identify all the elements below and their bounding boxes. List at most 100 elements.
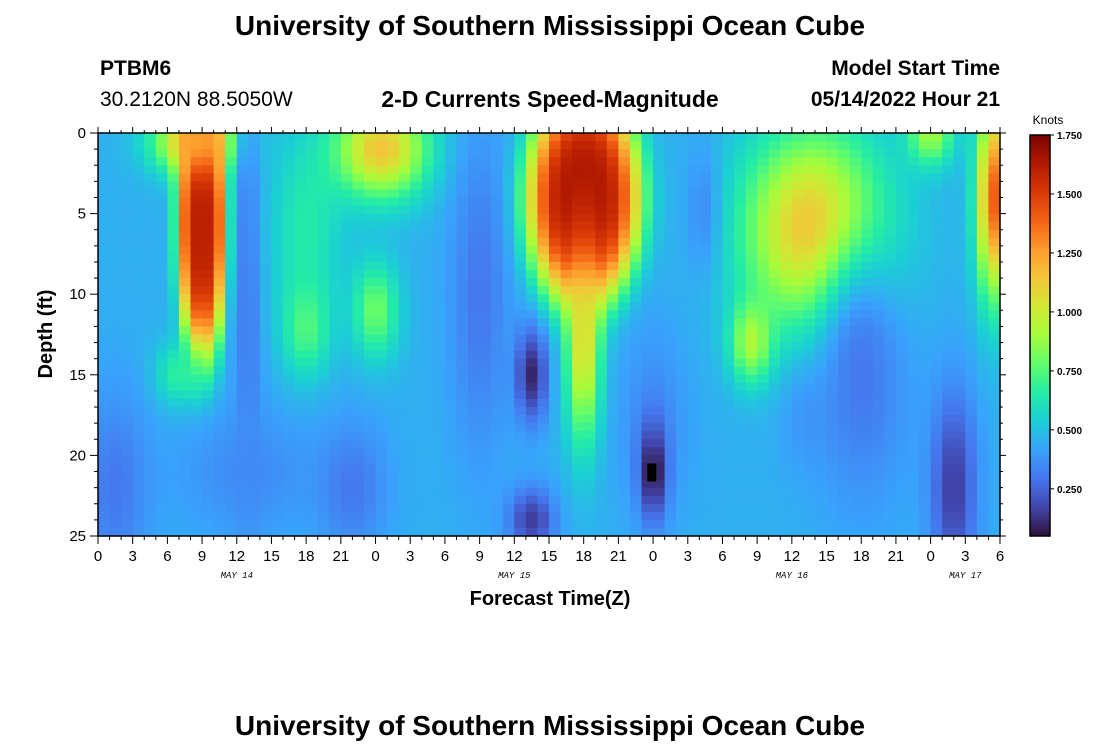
heatmap-cell bbox=[814, 519, 828, 529]
heatmap-cell bbox=[352, 213, 365, 223]
heatmap-cell bbox=[213, 415, 226, 424]
heatmap-cell bbox=[872, 334, 885, 344]
heatmap-cell bbox=[942, 318, 955, 328]
heatmap-cell bbox=[456, 366, 469, 376]
heatmap-cell bbox=[768, 447, 781, 456]
heatmap-cell bbox=[525, 326, 539, 336]
heatmap-cell bbox=[491, 157, 504, 166]
heatmap-cell bbox=[629, 149, 643, 158]
heatmap-cell bbox=[953, 189, 966, 199]
heatmap-cell bbox=[872, 278, 885, 287]
heatmap-cell bbox=[248, 342, 261, 352]
heatmap-cell bbox=[468, 519, 481, 529]
heatmap-cell bbox=[109, 261, 122, 271]
heatmap-cell bbox=[283, 342, 296, 352]
heatmap-cell bbox=[213, 189, 226, 199]
heatmap-cell bbox=[849, 455, 862, 465]
heatmap-cell bbox=[375, 149, 388, 158]
heatmap-cell bbox=[167, 366, 180, 376]
heatmap-cell bbox=[664, 366, 677, 376]
heatmap-cell bbox=[791, 463, 805, 473]
heatmap-cell bbox=[387, 334, 400, 344]
heatmap-cell bbox=[340, 302, 354, 311]
heatmap-cell bbox=[734, 213, 747, 223]
heatmap-cell bbox=[953, 270, 966, 279]
heatmap-cell bbox=[664, 334, 677, 344]
heatmap-cell bbox=[398, 350, 411, 360]
heatmap-cell bbox=[514, 318, 527, 328]
heatmap-cell bbox=[144, 181, 157, 191]
heatmap-cell bbox=[121, 439, 134, 448]
heatmap-cell bbox=[444, 302, 458, 311]
heatmap-cell bbox=[225, 229, 238, 239]
heatmap-cell bbox=[699, 455, 712, 465]
heatmap-cell bbox=[734, 439, 747, 448]
heatmap-cell bbox=[907, 278, 920, 287]
heatmap-cell bbox=[583, 165, 596, 174]
heatmap-cell bbox=[722, 237, 735, 247]
heatmap-cell bbox=[965, 278, 978, 287]
heatmap-cell bbox=[780, 382, 793, 392]
heatmap-cell bbox=[144, 407, 157, 416]
heatmap-cell bbox=[641, 302, 654, 311]
heatmap-cell bbox=[965, 294, 978, 303]
heatmap-cell bbox=[155, 205, 168, 215]
heatmap-cell bbox=[629, 503, 643, 513]
heatmap-cell bbox=[791, 334, 805, 344]
heatmap-cell bbox=[121, 181, 134, 191]
heatmap-cell bbox=[930, 407, 943, 416]
heatmap-cell bbox=[456, 463, 469, 473]
heatmap-cell bbox=[236, 229, 249, 239]
heatmap-cell bbox=[907, 213, 920, 223]
heatmap-cell bbox=[595, 221, 608, 231]
heatmap-cell bbox=[942, 149, 955, 158]
heatmap-cell bbox=[583, 390, 596, 400]
heatmap-cell bbox=[722, 302, 735, 311]
heatmap-cell bbox=[491, 165, 504, 174]
heatmap-cell bbox=[664, 487, 677, 497]
heatmap-cell bbox=[895, 390, 909, 400]
heatmap-cell bbox=[468, 197, 481, 207]
heatmap-cell bbox=[699, 471, 712, 481]
heatmap-cell bbox=[502, 374, 515, 384]
heatmap-cell bbox=[560, 503, 573, 513]
heatmap-cell bbox=[167, 149, 180, 158]
heatmap-cell bbox=[838, 213, 851, 223]
heatmap-cell bbox=[734, 511, 747, 521]
heatmap-cell bbox=[352, 133, 365, 142]
heatmap-cell bbox=[699, 334, 712, 344]
heatmap-cell bbox=[456, 318, 469, 328]
heatmap-cell bbox=[734, 358, 747, 368]
heatmap-cell bbox=[271, 479, 284, 489]
heatmap-cell bbox=[884, 487, 897, 497]
heatmap-cell bbox=[583, 527, 596, 537]
heatmap-cell bbox=[791, 237, 805, 247]
heatmap-cell bbox=[525, 423, 539, 432]
heatmap-cell bbox=[988, 374, 1001, 384]
heatmap-cell bbox=[629, 253, 643, 263]
heatmap-cell bbox=[826, 463, 839, 473]
heatmap-cell bbox=[722, 374, 735, 384]
heatmap-cell bbox=[687, 326, 700, 336]
heatmap-cell bbox=[919, 487, 932, 497]
heatmap-cell bbox=[283, 455, 296, 465]
heatmap-cell bbox=[826, 270, 839, 279]
heatmap-cell bbox=[965, 463, 978, 473]
heatmap-cell bbox=[629, 245, 643, 255]
heatmap-cell bbox=[259, 205, 273, 215]
heatmap-cell bbox=[144, 229, 157, 239]
heatmap-cell bbox=[907, 471, 920, 481]
heatmap-cell bbox=[687, 334, 700, 344]
heatmap-cell bbox=[444, 358, 458, 368]
heatmap-cell bbox=[930, 141, 943, 150]
heatmap-cell bbox=[340, 245, 354, 255]
heatmap-cell bbox=[907, 253, 920, 263]
heatmap-cell bbox=[178, 173, 192, 182]
heatmap-cell bbox=[583, 471, 596, 481]
heatmap-cell bbox=[606, 447, 619, 456]
heatmap-cell bbox=[317, 511, 330, 521]
heatmap-cell bbox=[306, 270, 319, 279]
heatmap-cell bbox=[768, 527, 781, 537]
heatmap-cell bbox=[525, 431, 539, 440]
heatmap-cell bbox=[491, 261, 504, 271]
